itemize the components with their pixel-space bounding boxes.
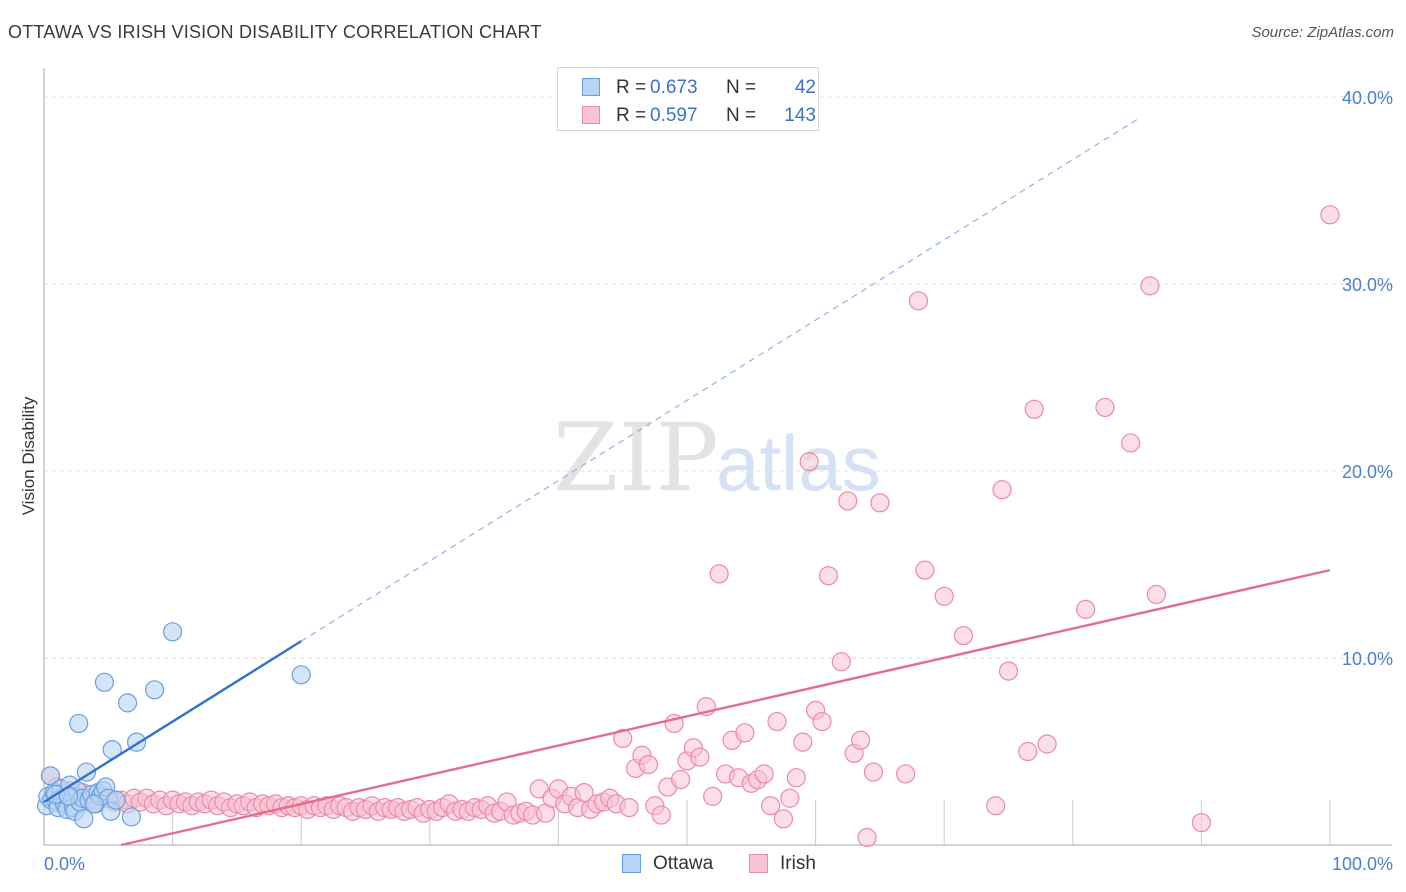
irish-point [780,788,800,808]
ottawa-point [84,794,104,814]
ottawa-point [117,693,138,713]
irish-point [760,796,781,816]
irish-point [1037,734,1057,754]
irish-trend-line [120,568,1331,847]
irish-point [870,493,890,513]
ottawa-legend-swatch [622,854,641,873]
irish-point [529,779,549,799]
irish-point [934,586,954,606]
irish-point [915,560,935,580]
irish-point [1076,599,1096,619]
irish-point [818,566,839,586]
irish-swatch [582,106,600,124]
y-tick-label: 30.0% [1342,275,1393,295]
ottawa-trend-line [43,640,302,804]
ottawa-point [69,713,89,734]
irish-point [773,809,794,829]
x-tick-label: 0.0% [44,854,85,874]
irish-point [992,480,1012,500]
irish-point [851,730,871,750]
irish-point [1140,276,1160,296]
legend-label: Ottawa [653,853,714,874]
ottawa-swatch [582,78,600,96]
y-tick-label: 20.0% [1342,462,1393,482]
irish-point [613,728,633,749]
ottawa-series [36,622,311,829]
irish-point [754,764,774,784]
series-legend: Ottawa Irish [0,852,1406,878]
irish-point [703,786,723,806]
ottawa-trend-extension [300,118,1138,642]
n-value: 143 [784,105,816,126]
irish-point [619,797,639,818]
irish-point [998,661,1019,681]
y-tick-label: 10.0% [1342,649,1393,669]
irish-point [1095,397,1115,418]
irish-point [574,783,594,803]
watermark: ZIP atlas [553,404,881,513]
ottawa-point [106,790,126,810]
irish-legend-swatch [749,854,768,873]
stats-legend: R = 0.673 N = 42 R = 0.597 N = 143 [557,67,819,131]
irish-point [793,732,813,752]
axes [43,68,1392,846]
irish-point [1018,741,1038,762]
r-label: R = [616,77,647,98]
ottawa-point [76,762,97,782]
ottawa-point [144,680,165,700]
irish-point [857,827,877,848]
irish-point [638,754,659,775]
irish-point [670,769,691,790]
irish-point [735,723,755,743]
x-tick-label: 100.0% [1332,854,1393,874]
irish-point [767,711,787,732]
source-label: Source: ZipAtlas.com [1251,24,1394,41]
irish-point [838,491,858,511]
ottawa-point [121,807,142,827]
irish-point [786,768,806,788]
irish-point [863,762,884,782]
y-tick-label: 40.0% [1342,88,1393,108]
irish-point [908,291,929,311]
irish-point [709,564,729,584]
ottawa-point [94,672,115,692]
irish-point [812,711,832,732]
irish-point [1191,812,1212,833]
trend-lines [43,118,1331,847]
irish-point [1024,399,1044,419]
r-label: R = [616,105,647,126]
irish-point [799,452,819,472]
n-label: N = [726,77,757,98]
irish-point [1121,433,1141,453]
irish-point [986,796,1006,816]
tick-labels: 10.0% 20.0% 30.0% 40.0% 0.0% 100.0% [44,88,1393,874]
legend-label: Irish [780,853,816,874]
r-value: 0.597 [650,105,698,126]
irish-point [896,764,916,784]
n-label: N = [726,105,757,126]
ottawa-point [74,809,94,829]
ottawa-point [291,665,311,685]
n-value: 42 [794,77,816,98]
irish-point [1146,584,1166,605]
grid-lines [44,96,1392,845]
y-axis-label: Vision Disability [19,396,38,515]
watermark-atlas: atlas [716,419,881,507]
chart-title: OTTAWA VS IRISH VISION DISABILITY CORREL… [8,22,542,42]
irish-point [1320,205,1340,225]
r-value: 0.673 [650,77,698,98]
irish-point [831,652,851,672]
irish-point [953,625,974,646]
irish-point [651,805,671,825]
irish-point [690,747,710,767]
irish-series [40,205,1340,848]
watermark-zip: ZIP [553,404,719,513]
ottawa-point [163,622,183,642]
